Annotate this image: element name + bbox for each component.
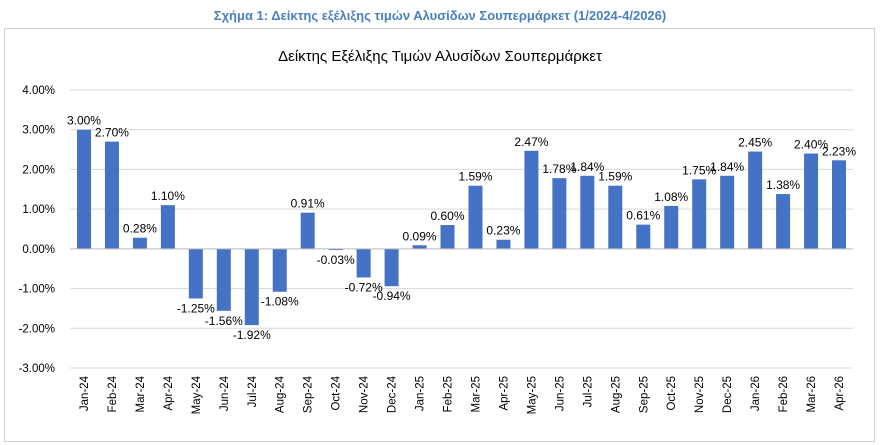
x-tick-label: Jan-25	[415, 376, 427, 411]
bar	[804, 153, 819, 249]
bar	[524, 150, 539, 249]
x-tick-label: Jul-24	[247, 375, 259, 407]
data-label: 1.59%	[458, 170, 492, 184]
x-tick-label: Feb-25	[443, 376, 455, 412]
bar	[244, 248, 259, 326]
x-tick-label: Apr-24	[163, 375, 175, 410]
data-label: 0.91%	[291, 197, 325, 211]
bar	[384, 248, 399, 287]
data-label: 0.61%	[626, 209, 660, 223]
data-label: 2.45%	[738, 136, 772, 150]
data-label: -0.03%	[317, 253, 355, 267]
x-tick-label: Apr-26	[834, 376, 846, 411]
data-label: 2.70%	[95, 126, 129, 140]
data-label: 1.78%	[542, 162, 576, 176]
x-tick-label: May-25	[526, 376, 538, 414]
x-tick-label: Feb-26	[778, 376, 790, 412]
data-label: 1.10%	[151, 189, 185, 203]
data-label: 1.75%	[682, 163, 716, 177]
bar	[216, 248, 231, 311]
data-label: 1.84%	[570, 160, 604, 174]
data-label: -1.25%	[177, 302, 215, 316]
bar	[832, 160, 847, 249]
data-label: 2.47%	[514, 135, 548, 149]
bar	[720, 175, 735, 249]
data-label: 1.38%	[766, 178, 800, 192]
x-tick-label: Jul-25	[582, 376, 594, 407]
x-tick-label: Mar-24	[135, 375, 147, 412]
x-tick-label: Jun-25	[554, 376, 566, 411]
data-label: 2.23%	[822, 144, 856, 158]
bar	[412, 245, 427, 249]
bar	[776, 194, 791, 249]
y-tick-label: 0.00%	[22, 244, 55, 256]
data-label: 0.23%	[486, 224, 520, 238]
x-tick-label: Oct-24	[331, 375, 343, 410]
x-tick-label: Mar-25	[470, 376, 482, 412]
x-tick-label: Aug-24	[275, 375, 287, 413]
data-label: -0.94%	[373, 289, 411, 303]
x-tick-label: Oct-25	[666, 376, 678, 411]
chart-title: Δείκτης Εξέλιξης Τιμών Αλυσίδων Σουπερμά…	[278, 48, 602, 65]
figure-caption: Σχήμα 1: Δείκτης εξέλιξης τιμών Αλυσίδων…	[213, 8, 667, 23]
bar	[328, 248, 343, 251]
y-tick-label: 3.00%	[22, 125, 55, 137]
data-label: 1.08%	[654, 190, 688, 204]
bar	[748, 151, 763, 249]
data-label: 0.60%	[431, 209, 465, 223]
x-tick-label: Nov-25	[694, 376, 706, 413]
bar	[580, 175, 595, 249]
bar	[468, 185, 483, 249]
bar	[356, 248, 371, 278]
x-tick-label: Mar-26	[806, 376, 818, 412]
data-label: -1.56%	[205, 314, 243, 328]
y-tick-label: 4.00%	[22, 85, 55, 97]
y-tick-label: 2.00%	[22, 164, 55, 176]
data-label: -1.08%	[261, 295, 299, 309]
bar	[272, 248, 287, 292]
x-tick-label: May-24	[191, 375, 203, 414]
bar	[76, 129, 91, 249]
data-label: -1.92%	[233, 328, 271, 342]
x-tick-label: Jan-26	[750, 376, 762, 411]
x-tick-label: Aug-25	[610, 376, 622, 413]
bar	[440, 225, 455, 249]
bar	[132, 237, 147, 249]
data-label: 1.84%	[710, 160, 744, 174]
bar	[692, 179, 707, 249]
data-label: -0.72%	[345, 280, 383, 294]
x-tick-label: Sep-24	[303, 375, 315, 413]
x-tick-label: Jan-24	[79, 375, 91, 411]
bar	[608, 185, 623, 249]
x-tick-label: Sep-25	[638, 376, 650, 413]
bar	[160, 205, 175, 249]
bar	[496, 239, 511, 249]
y-tick-label: -2.00%	[19, 323, 55, 335]
x-tick-label: Dec-25	[722, 376, 734, 413]
bar	[552, 178, 567, 249]
bar	[104, 141, 119, 249]
y-tick-label: -3.00%	[19, 363, 55, 375]
y-tick-label: -1.00%	[19, 284, 55, 296]
bar	[300, 212, 315, 249]
data-label: 1.59%	[598, 170, 632, 184]
data-label: 0.28%	[123, 222, 157, 236]
data-label: 0.09%	[403, 229, 437, 243]
bar	[636, 224, 651, 249]
x-tick-label: Nov-24	[359, 375, 371, 413]
x-tick-label: Dec-24	[387, 375, 399, 413]
bar	[188, 248, 203, 299]
bar	[664, 205, 679, 249]
y-tick-label: 1.00%	[22, 204, 55, 216]
data-label: 2.40%	[794, 138, 828, 152]
x-tick-label: Jun-24	[219, 375, 231, 411]
data-label: 3.00%	[67, 114, 101, 128]
x-tick-label: Apr-25	[498, 376, 510, 411]
x-tick-label: Feb-24	[107, 375, 119, 412]
